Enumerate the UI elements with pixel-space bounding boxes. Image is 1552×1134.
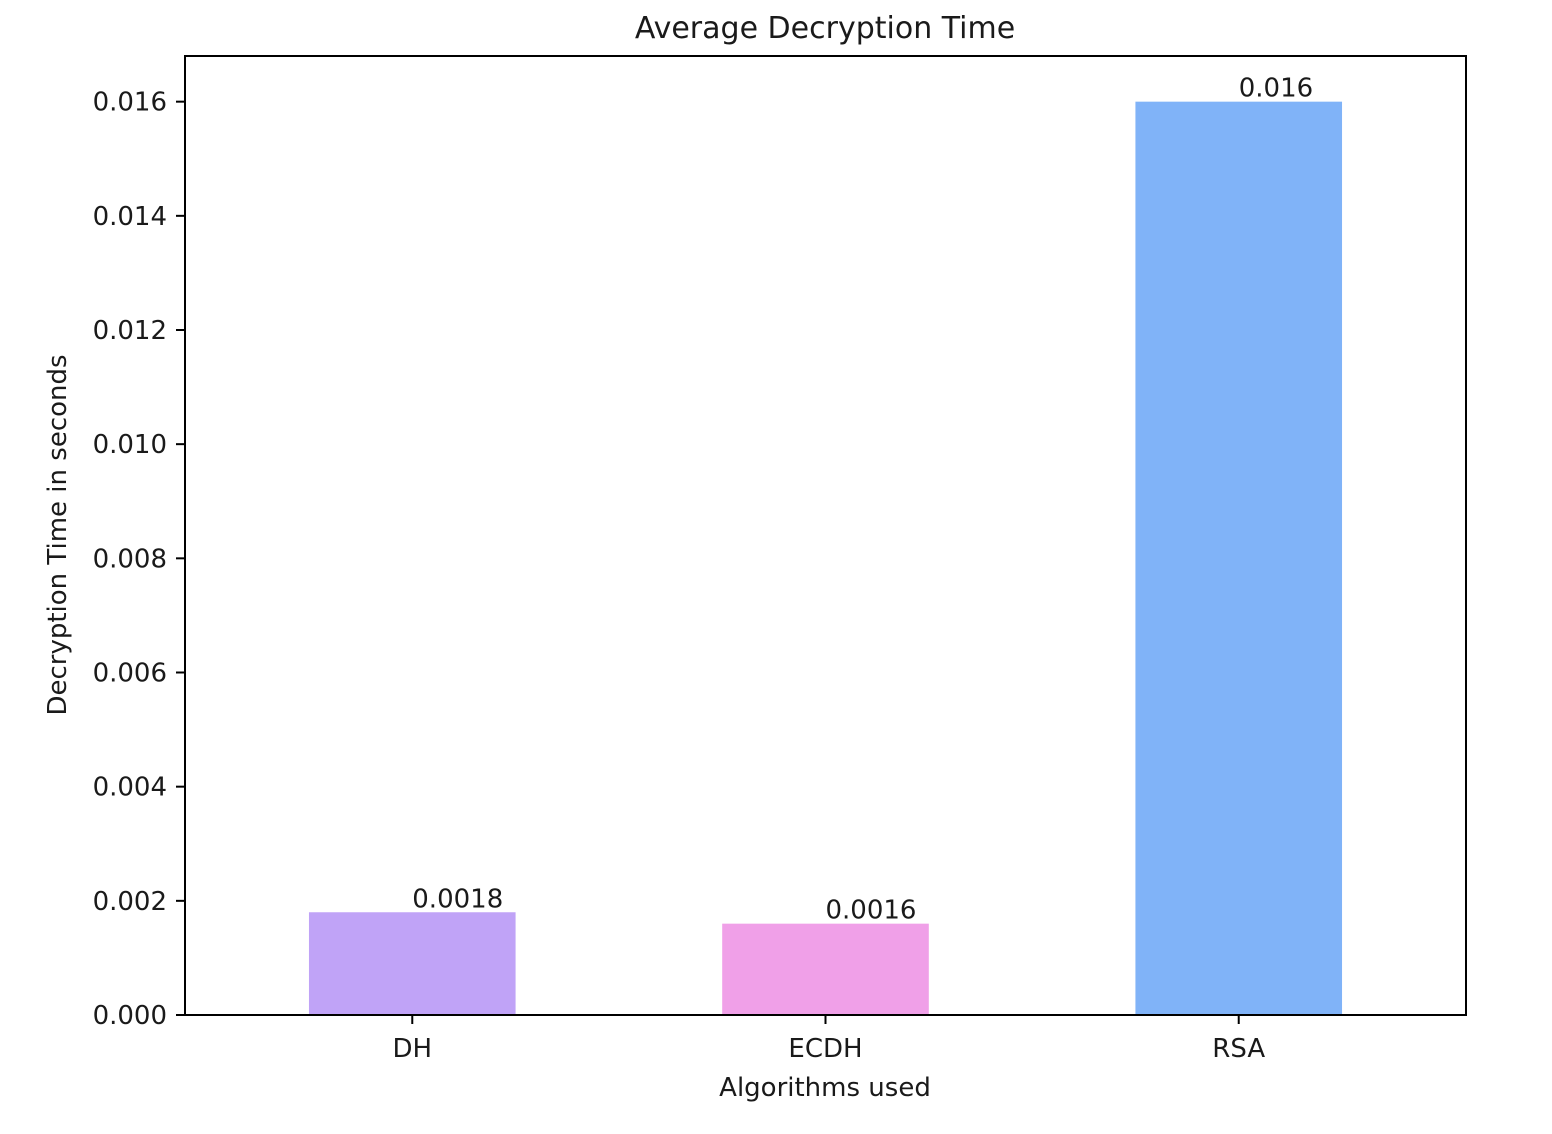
y-tick-label: 0.000 bbox=[93, 1001, 167, 1031]
data-label-rsa: 0.016 bbox=[1239, 74, 1313, 104]
x-tick-label: DH bbox=[392, 1034, 432, 1064]
data-label-dh: 0.0018 bbox=[412, 884, 503, 914]
x-axis: DH ECDH RSA bbox=[392, 1015, 1265, 1064]
chart-title: Average Decryption Time bbox=[635, 11, 1015, 46]
y-tick-label: 0.006 bbox=[93, 659, 167, 689]
y-axis: 0.000 0.002 0.004 0.006 0.008 0.010 0.012 0.014… bbox=[93, 88, 185, 1031]
y-tick-label: 0.012 bbox=[93, 316, 167, 346]
y-tick-label: 0.004 bbox=[93, 773, 167, 803]
y-tick-label: 0.002 bbox=[93, 887, 167, 917]
bars-layer bbox=[308, 101, 1343, 1015]
bar-rsa bbox=[1135, 101, 1343, 1015]
x-tick-label: ECDH bbox=[788, 1034, 862, 1064]
y-tick-label: 0.010 bbox=[93, 430, 167, 460]
bar-ecdh bbox=[722, 923, 929, 1015]
y-tick-label: 0.016 bbox=[93, 88, 167, 118]
x-axis-label: Algorithms used bbox=[719, 1073, 931, 1103]
y-tick-label: 0.014 bbox=[93, 202, 167, 232]
data-labels-layer: 0.0018 0.0016 0.016 bbox=[412, 74, 1313, 926]
y-axis-label: Decryption Time in seconds bbox=[43, 354, 73, 715]
y-tick-label: 0.008 bbox=[93, 544, 167, 574]
data-label-ecdh: 0.0016 bbox=[826, 896, 917, 926]
bar-dh bbox=[308, 912, 516, 1015]
x-tick-label: RSA bbox=[1212, 1034, 1265, 1064]
